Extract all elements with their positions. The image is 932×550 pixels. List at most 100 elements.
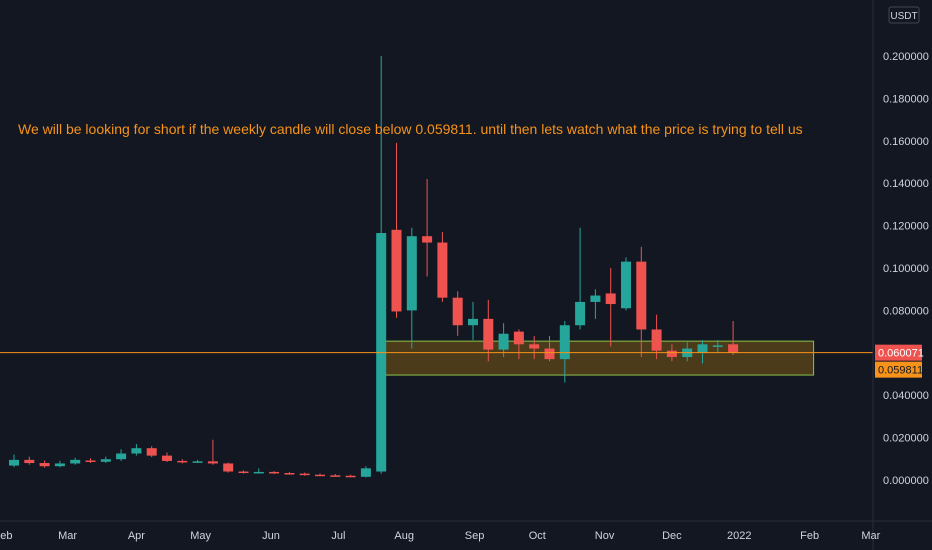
candle-body [177,460,188,463]
candle[interactable] [85,458,96,464]
candle[interactable] [131,443,142,456]
candle[interactable] [437,231,448,302]
candle[interactable] [391,142,402,318]
candle[interactable] [100,456,111,464]
candle-body [437,242,448,298]
candle-body [697,344,708,353]
time-axis-tick-label: Feb [800,530,819,542]
candle[interactable] [269,471,280,475]
candle-body [207,461,218,464]
level-price-value: 0.059811 [878,365,923,377]
candle[interactable] [728,321,739,355]
current-price-value: 0.060071 [878,348,924,360]
candle-body [529,344,540,349]
candle[interactable] [468,301,478,341]
time-axis-tick-label: Sep [465,530,485,542]
candle[interactable] [697,340,708,364]
candle[interactable] [238,470,249,474]
currency-badge[interactable]: USDT [888,6,920,24]
candle-body [24,459,35,464]
candle-body [391,229,402,312]
chart-annotation: We will be looking for short if the week… [18,121,803,137]
time-axis-tick-label: Mar [861,530,880,542]
candle-body [360,468,371,477]
candle[interactable] [207,439,218,465]
price-axis-tick-label: 0.200000 [883,51,929,63]
candle-body [116,453,127,460]
candle-body [468,318,478,326]
price-axis-tick-label: 0.160000 [883,136,929,148]
candle-body [575,301,586,326]
candle[interactable] [360,466,371,478]
candle[interactable] [54,460,65,468]
candle[interactable] [223,462,234,473]
candle[interactable] [162,452,172,462]
candle-body [162,455,172,461]
candle[interactable] [284,471,295,475]
candle-body [192,461,203,463]
candle-body [39,463,50,467]
price-axis-tick-label: 0.040000 [883,390,929,402]
time-axis-tick-label: Dec [662,530,682,542]
candle[interactable] [636,246,647,358]
candle-body [422,236,433,243]
candle[interactable] [406,227,417,349]
candle[interactable] [605,268,616,347]
candle[interactable] [146,446,157,458]
candle[interactable] [590,289,601,319]
candle[interactable] [422,178,433,277]
candle[interactable] [513,329,524,360]
candle-body [9,459,19,466]
candle[interactable] [452,291,463,336]
price-axis-tick-label: 0.000000 [883,475,929,487]
candle[interactable] [192,459,203,464]
time-axis-tick-label: Jul [331,530,345,542]
candle-body [345,475,356,478]
candle-body [513,331,524,345]
candle-body [269,471,280,474]
candle[interactable] [24,456,35,465]
price-axis[interactable]: 0.000000 0.020000 0.040000 0.080000 0.100000… [883,51,929,487]
candle-body [621,261,631,309]
candle-body [253,471,264,474]
time-axis-tick-label: Apr [128,530,145,542]
candle-body [131,448,142,454]
candle[interactable] [529,335,540,360]
candle[interactable] [712,340,723,353]
candle-body [605,293,616,305]
candle[interactable] [70,457,81,465]
candle[interactable] [253,468,264,474]
currency-label: USDT [890,11,917,22]
candle-body [299,473,310,476]
candle[interactable] [330,474,341,477]
candle[interactable] [483,299,494,362]
current-price-tag: 0.060071 [875,344,924,361]
candle-body [559,325,570,360]
price-axis-tick-label: 0.140000 [883,178,929,190]
time-axis-tick-label: Oct [529,530,546,542]
time-axis-tick-label: Nov [595,530,615,542]
candle[interactable] [9,454,19,468]
candle[interactable] [345,474,356,478]
support-zone[interactable] [382,340,815,376]
candle[interactable] [39,460,50,468]
candle-body [712,345,723,347]
candle[interactable] [177,459,188,464]
candle[interactable] [621,257,631,311]
candle-body [544,348,555,360]
candle[interactable] [651,314,662,360]
price-axis-tick-label: 0.120000 [883,221,929,233]
candle[interactable] [575,227,586,330]
candle-body [315,474,325,477]
candle[interactable] [544,335,555,362]
candle[interactable] [498,323,509,358]
candle[interactable] [116,449,127,461]
candle[interactable] [559,321,570,383]
candle[interactable] [315,473,325,477]
price-axis-tick-label: 0.100000 [883,263,929,275]
time-axis[interactable]: eb Mar Apr May Jun Jul Aug Sep Oct Nov Dec 2022 Feb M… [0,530,880,542]
candle[interactable] [299,472,310,476]
candle-body [666,350,677,358]
